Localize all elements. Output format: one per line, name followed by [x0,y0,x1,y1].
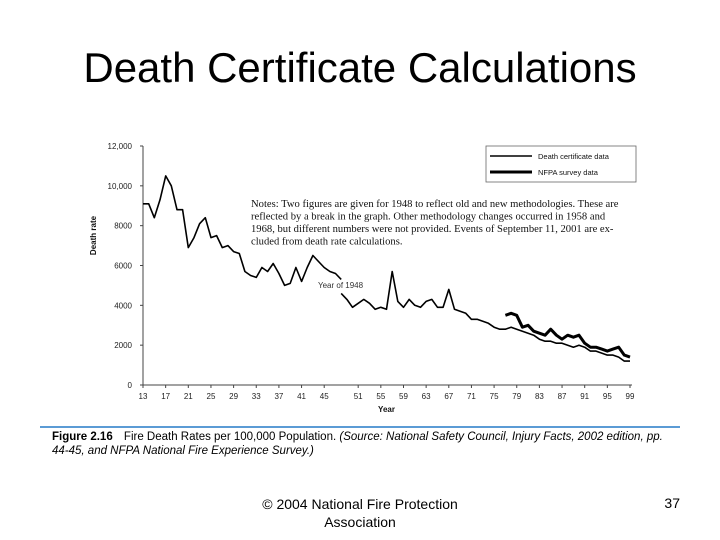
legend-label: NFPA survey data [538,168,599,177]
chart-notes: Notes: Two figures are given for 1948 to… [248,190,636,248]
caption-divider [40,426,680,428]
x-tick-label: 37 [274,392,283,401]
caption-title: Fire Death Rates per 100,000 Population. [123,431,337,443]
note-line: 1968, but different numbers were not pro… [251,224,614,235]
year-1948-annotation: Year of 1948 [318,281,364,290]
footer-copyright: © 2004 National Fire Protection Associat… [262,496,458,530]
y-tick-label: 0 [128,381,133,390]
x-tick-label: 21 [184,392,193,401]
x-tick-label: 33 [252,392,261,401]
note-line: reflected by a break in the graph. Other… [251,212,606,223]
y-tick-label: 4000 [114,301,132,310]
x-tick-label: 29 [229,392,238,401]
chart-legend: Death certificate data NFPA survey data [485,145,637,183]
y-tick-label: 2000 [114,341,132,350]
x-tick-label: 75 [490,392,499,401]
caption-source: (Source: National Safety Council, Injury… [52,431,663,457]
x-tick-label: 79 [512,392,521,401]
legend-box [485,145,637,183]
figure-caption: Figure 2.16 Fire Death Rates per 100,000… [52,430,682,458]
legend-label: Death certificate data [538,152,610,161]
x-tick-label: 55 [376,392,385,401]
y-tick-label: 12,000 [108,142,133,151]
series-line-death-certificate [143,175,342,287]
x-tick-label: 41 [297,392,306,401]
x-tick-label: 99 [626,392,635,401]
x-tick-label: 13 [139,392,148,401]
series-line-death-certificate [340,270,630,362]
y-tick-label: 8000 [114,222,132,231]
y-axis-label: Death rate [89,215,98,255]
x-tick-label: 67 [444,392,453,401]
y-tick-label: 6000 [114,262,132,271]
page-number: 37 [664,495,680,511]
series-line-nfpa-survey [504,311,631,359]
x-tick-label: 91 [580,392,589,401]
note-line: cluded from death rate calculations. [251,237,402,248]
chart-series-lines [143,175,631,362]
x-tick-label: 51 [354,392,363,401]
note-line: Notes: Two figures are given for 1948 to… [251,199,619,210]
notes-background [248,190,636,248]
x-tick-label: 63 [422,392,431,401]
x-tick-label: 25 [207,392,216,401]
slide-title: Death Certificate Calculations [83,44,637,91]
x-tick-label: 87 [558,392,567,401]
caption-label: Figure 2.16 [52,431,113,443]
x-tick-label: 17 [161,392,170,401]
x-tick-label: 83 [535,392,544,401]
x-tick-label: 59 [399,392,408,401]
x-axis-label: Year [378,405,395,414]
fire-death-rate-chart: 0 2000 4000 6000 8000 10,000 12,000 13 17 21 25 29 3… [89,142,637,414]
x-tick-label: 95 [603,392,612,401]
x-tick-label: 71 [467,392,476,401]
chart-axes: 0 2000 4000 6000 8000 10,000 12,000 13 17 21 25 29 3… [89,142,635,414]
y-tick-label: 10,000 [108,182,133,191]
x-tick-label: 45 [320,392,329,401]
